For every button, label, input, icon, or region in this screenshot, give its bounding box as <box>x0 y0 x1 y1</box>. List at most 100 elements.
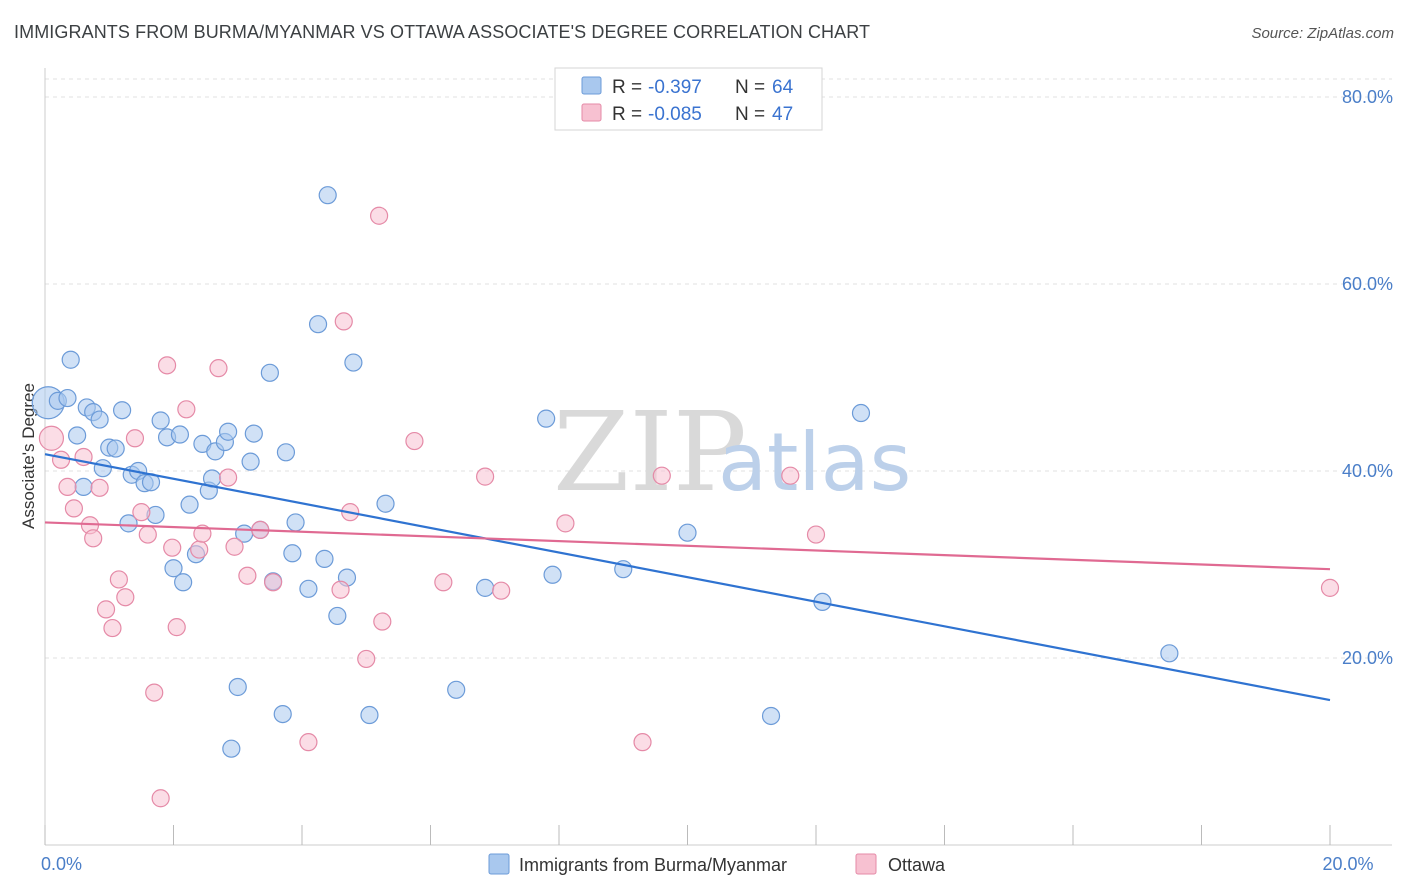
point-burma-22 <box>170 425 190 444</box>
x-axis-tick-labels: 0.0% 20.0% <box>41 854 1374 874</box>
point-ottawa-7 <box>90 478 109 497</box>
y-tick-label-3: 80.0% <box>1342 87 1393 107</box>
point-ottawa-16 <box>151 789 170 808</box>
series-legend-label-burma: Immigrants from Burma/Myanmar <box>519 855 787 875</box>
point-ottawa-3 <box>64 499 84 518</box>
point-burma-5 <box>74 477 93 496</box>
point-burma-62 <box>1160 644 1179 663</box>
point-burma-54 <box>476 578 495 597</box>
series-legend-label-ottawa: Ottawa <box>888 855 946 875</box>
point-ottawa-41 <box>633 733 652 752</box>
point-burma-23 <box>174 573 193 592</box>
legend-swatch-ottawa <box>581 103 602 122</box>
point-ottawa-40 <box>556 514 575 533</box>
point-burma-45 <box>308 315 328 334</box>
point-ottawa-20 <box>177 400 196 419</box>
point-burma-24 <box>180 495 199 514</box>
point-burma-42 <box>283 544 302 563</box>
y-axis-tick-labels: 20.0% 40.0% 60.0% 80.0% <box>1342 87 1393 668</box>
point-burma-61 <box>851 403 871 423</box>
series-legend: Immigrants from Burma/Myanmar Ottawa <box>488 853 946 875</box>
series-ottawa-points <box>38 206 1340 808</box>
legend-n-label-burma: N = <box>735 77 765 98</box>
point-ottawa-29 <box>299 733 318 752</box>
point-burma-36 <box>244 424 263 443</box>
point-burma-2 <box>58 388 77 408</box>
point-burma-31 <box>219 422 238 441</box>
point-ottawa-24 <box>219 468 238 487</box>
x-tick-label-1: 20.0% <box>1322 854 1373 874</box>
point-burma-56 <box>543 565 562 584</box>
legend-swatch-burma <box>581 76 602 95</box>
point-burma-8 <box>90 410 109 429</box>
point-ottawa-30 <box>331 580 350 599</box>
trend-line-burma <box>44 453 1331 702</box>
point-burma-32 <box>222 739 241 758</box>
point-ottawa-35 <box>373 612 392 631</box>
point-ottawa-25 <box>225 537 244 556</box>
point-ottawa-9 <box>103 618 122 638</box>
point-ottawa-28 <box>263 573 283 592</box>
legend-r-label-ottawa: R = <box>612 104 642 125</box>
point-ottawa-11 <box>116 588 135 607</box>
point-ottawa-0 <box>38 425 65 451</box>
point-ottawa-42 <box>652 466 671 485</box>
point-ottawa-37 <box>434 573 453 592</box>
trend-line-ottawa <box>44 521 1331 571</box>
watermark-zip: ZIP <box>553 388 747 516</box>
point-burma-40 <box>273 704 292 724</box>
point-burma-19 <box>151 411 170 430</box>
point-burma-58 <box>678 523 697 542</box>
point-burma-13 <box>119 514 138 533</box>
series-legend-swatch-burma <box>488 853 510 875</box>
point-ottawa-14 <box>138 525 157 544</box>
point-burma-53 <box>447 680 466 699</box>
point-burma-47 <box>318 186 337 205</box>
point-burma-33 <box>228 677 247 697</box>
point-ottawa-26 <box>238 566 257 585</box>
point-ottawa-21 <box>190 540 209 559</box>
point-ottawa-18 <box>163 538 182 557</box>
point-ottawa-31 <box>334 312 353 331</box>
y-axis-label: Associate's Degree <box>19 383 38 529</box>
legend-r-label-burma: R = <box>612 77 642 98</box>
point-ottawa-43 <box>781 466 800 485</box>
point-ottawa-13 <box>132 503 151 522</box>
point-ottawa-15 <box>145 683 164 702</box>
point-burma-48 <box>328 606 347 626</box>
point-ottawa-8 <box>96 600 116 619</box>
y-tick-label-2: 60.0% <box>1342 274 1393 294</box>
point-burma-11 <box>106 439 125 458</box>
point-ottawa-6 <box>84 529 103 548</box>
point-ottawa-45 <box>1320 578 1340 597</box>
legend-r-value-ottawa: -0.085 <box>648 104 702 125</box>
chart-title: IMMIGRANTS FROM BURMA/MYANMAR VS OTTAWA … <box>14 22 870 42</box>
watermark-atlas: atlas <box>718 416 911 509</box>
legend-n-label-ottawa: N = <box>735 104 765 125</box>
point-burma-4 <box>68 426 87 445</box>
point-ottawa-1 <box>51 450 71 469</box>
point-ottawa-10 <box>109 570 128 589</box>
point-burma-46 <box>315 549 334 568</box>
point-burma-59 <box>761 706 781 726</box>
point-burma-9 <box>93 459 112 478</box>
point-ottawa-44 <box>806 525 826 544</box>
point-ottawa-2 <box>58 477 77 496</box>
point-burma-52 <box>376 494 395 513</box>
point-burma-21 <box>164 559 183 578</box>
point-burma-43 <box>286 513 305 532</box>
point-ottawa-19 <box>167 618 186 637</box>
point-ottawa-39 <box>492 581 511 600</box>
point-burma-55 <box>537 409 556 428</box>
chart-source: Source: ZipAtlas.com <box>1251 25 1394 42</box>
point-burma-12 <box>112 401 132 420</box>
stats-legend: R = -0.397 N = 64 R = -0.085 N = 47 <box>554 67 823 131</box>
point-ottawa-17 <box>157 356 177 375</box>
legend-n-value-burma: 64 <box>772 77 794 98</box>
point-ottawa-34 <box>370 206 389 225</box>
y-tick-label-1: 40.0% <box>1342 461 1393 481</box>
point-burma-3 <box>61 350 80 369</box>
point-ottawa-38 <box>476 467 495 486</box>
trend-lines <box>44 453 1331 702</box>
